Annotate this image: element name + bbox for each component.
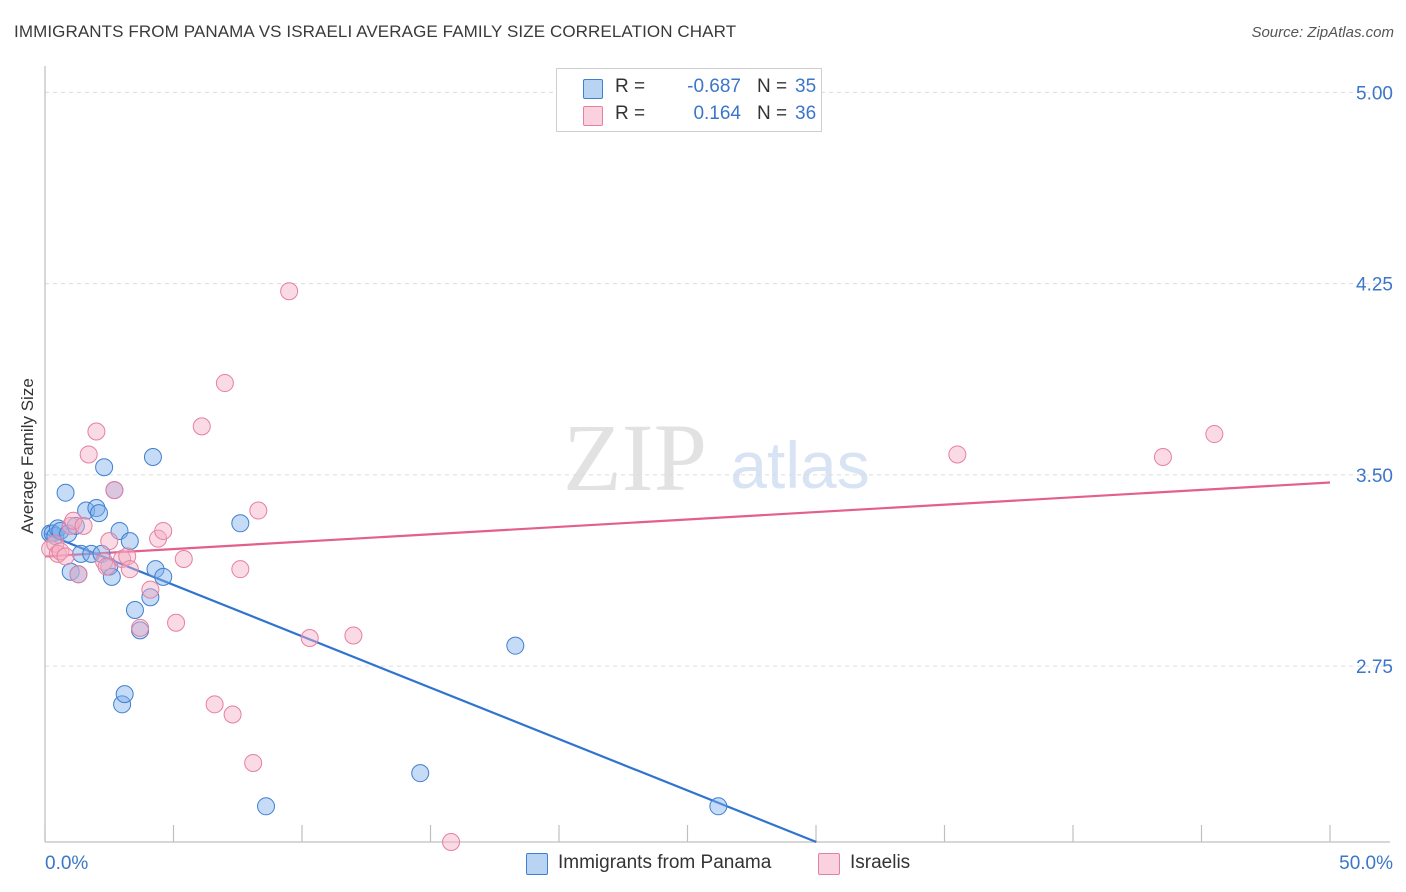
legend-n-label: N = [757, 76, 788, 97]
israelis-trend-line [44, 481, 1331, 558]
bottom-legend-swatch-israelis [818, 853, 840, 875]
panama-point [143, 448, 162, 466]
panama-point [257, 797, 276, 816]
panama-point [506, 636, 525, 655]
legend-n-value: 35 [795, 76, 817, 97]
israelis-point [1205, 425, 1224, 444]
israelis-point [97, 557, 116, 576]
israelis-point [223, 705, 242, 724]
y-tick-label: 3.50 [1356, 466, 1393, 487]
panama-point [95, 458, 114, 477]
israelis-point [1153, 448, 1172, 466]
chart-title: IMMIGRANTS FROM PANAMA VS ISRAELI AVERAG… [14, 22, 737, 41]
correlation-legend: R = -0.687 N = 35 R = 0.164 N = 36 [556, 68, 822, 132]
israelis-point [95, 552, 114, 571]
legend-n-value: 36 [795, 103, 817, 124]
israelis-point [442, 833, 461, 851]
panama-point [87, 498, 106, 517]
israelis-point [215, 374, 234, 393]
bottom-legend-label: Israelis [850, 852, 911, 873]
panama-point [89, 504, 108, 523]
israelis-point [948, 445, 967, 464]
israelis-point [69, 565, 88, 584]
legend-swatch-panama [583, 79, 603, 99]
panama-point [141, 588, 160, 607]
panama-point [709, 797, 728, 816]
bottom-legend-label: Immigrants from Panama [558, 852, 772, 873]
israelis-point [131, 618, 150, 637]
y-tick-label: 2.75 [1356, 657, 1393, 678]
israelis-point [167, 613, 186, 632]
panama-point [66, 516, 85, 535]
israelis-point [141, 580, 160, 599]
israelis-point [154, 521, 173, 540]
panama-point [56, 483, 75, 502]
panama-point [71, 544, 90, 563]
israelis-point [51, 542, 70, 561]
watermark-zip: ZIP [563, 404, 707, 511]
israelis-point [120, 560, 139, 579]
israelis-point [64, 511, 83, 530]
panama-point [231, 514, 250, 533]
israelis-point [249, 501, 268, 520]
panama-trend-line [44, 532, 817, 844]
panama-point [146, 560, 165, 579]
legend-r-label: R = [615, 76, 646, 97]
israelis-point [61, 516, 80, 535]
y-tick-label: 4.25 [1356, 275, 1393, 296]
israelis-point [79, 445, 98, 464]
bottom-legend-swatch-panama [526, 853, 548, 875]
x-tick-label: 50.0% [1339, 853, 1393, 874]
israelis-point [205, 695, 224, 714]
panama-point [411, 764, 430, 783]
israelis-point [100, 532, 119, 551]
watermark-atlas: atlas [730, 428, 869, 502]
israelis-point [231, 560, 250, 579]
israelis-point [244, 753, 263, 772]
israelis-point [300, 629, 319, 648]
y-tick-label: 5.00 [1356, 83, 1393, 104]
panama-point [102, 567, 121, 586]
panama-point [120, 532, 139, 551]
legend-r-value: 0.164 [693, 103, 741, 124]
panama-point [125, 600, 144, 619]
panama-point [154, 567, 173, 586]
chart-source: Source: ZipAtlas.com [1251, 24, 1394, 41]
legend-n-label: N = [757, 103, 788, 124]
x-tick-label: 0.0% [45, 853, 88, 874]
israelis-point [87, 422, 106, 441]
panama-point [115, 685, 134, 704]
israelis-point [74, 516, 93, 535]
israelis-point [113, 549, 132, 568]
legend-r-value: -0.687 [687, 76, 741, 97]
israelis-point [174, 549, 193, 568]
israelis-point [344, 626, 363, 645]
israelis-point [105, 481, 124, 500]
israelis-point [192, 417, 211, 436]
panama-point [113, 695, 132, 714]
israelis-point [280, 282, 299, 301]
israelis-point [56, 547, 75, 566]
legend-swatch-israelis [583, 106, 603, 126]
legend-r-label: R = [615, 103, 646, 124]
